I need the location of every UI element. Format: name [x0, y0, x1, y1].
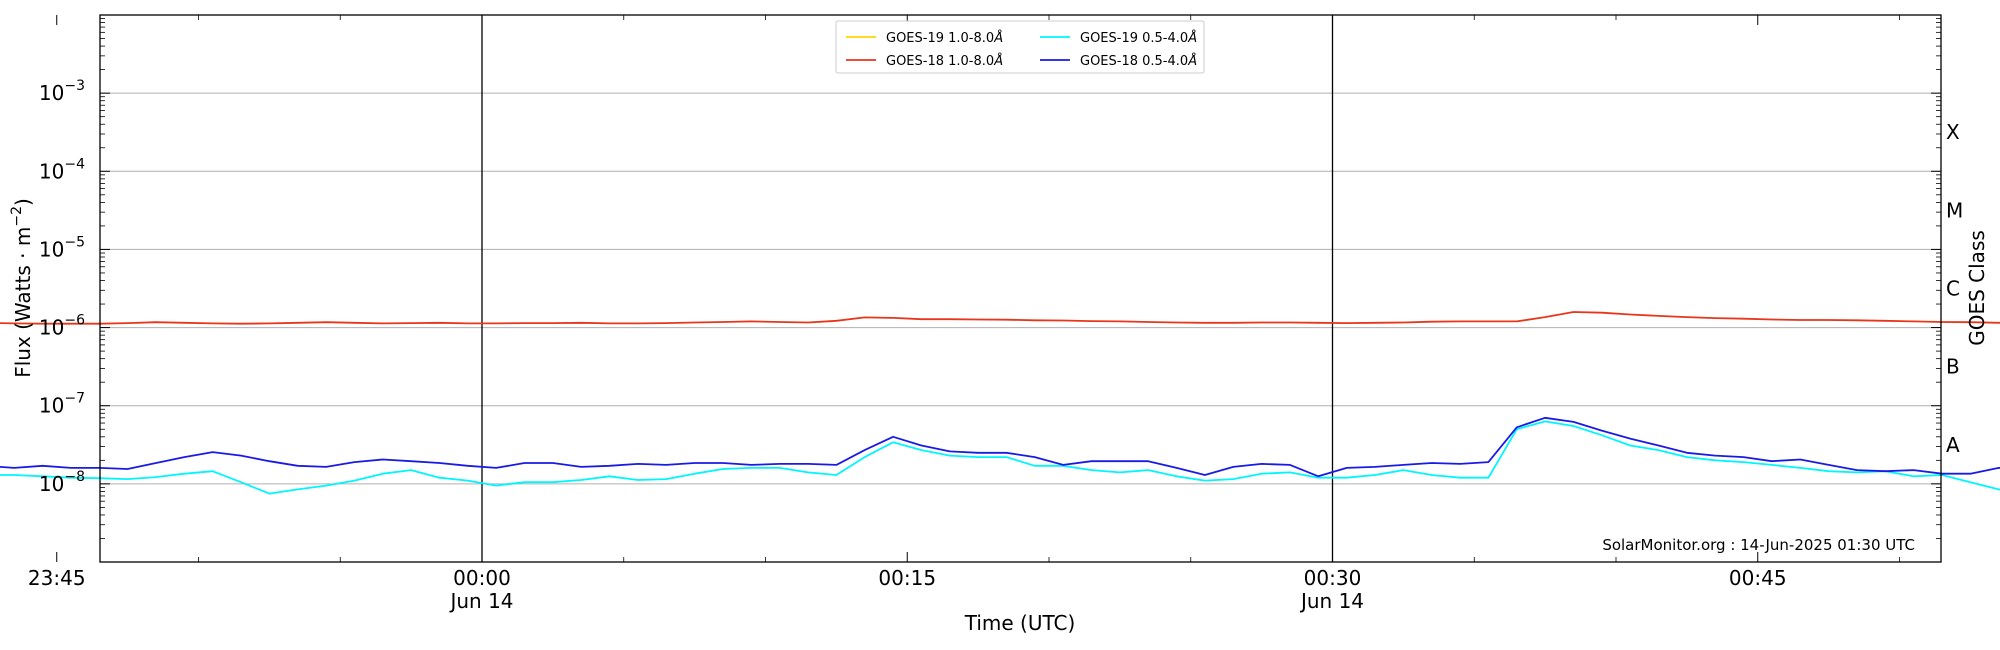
y-tick-exponent: −4: [64, 156, 85, 172]
y-tick-label: 10−4: [39, 156, 85, 183]
y-tick-exponent: −5: [64, 234, 85, 250]
x-tick-label: 23:45: [28, 566, 86, 590]
y-axis-title-main: Flux (Watts · m: [11, 227, 35, 378]
plot-series: [0, 311, 2000, 495]
legend-label: GOES-18 0.5-4.0Å: [1080, 53, 1197, 69]
legend-label-name: GOES-18 1.0-8.0: [886, 54, 994, 69]
y-axis-title: Flux (Watts · m−2): [9, 198, 35, 378]
legend-label: GOES-19 0.5-4.0Å: [1080, 30, 1197, 46]
y-tick-base: 10: [39, 81, 64, 105]
goes-class-label: B: [1946, 355, 1960, 379]
y-tick-exponent: −8: [64, 469, 85, 485]
y-tick-exponent: −6: [64, 313, 85, 329]
y-tick-label: 10−3: [39, 78, 85, 105]
credit-text: SolarMonitor.org : 14-Jun-2025 01:30 UTC: [1602, 536, 1915, 554]
legend-label-unit: Å: [993, 53, 1003, 69]
legend-label-name: GOES-18 0.5-4.0: [1080, 54, 1188, 69]
grid: [100, 15, 1941, 562]
y-tick-label: 10−7: [39, 391, 85, 418]
legend-label: GOES-18 1.0-8.0Å: [886, 53, 1003, 69]
x-tick-date-label: Jun 14: [1299, 589, 1364, 613]
x-axis-title: Time (UTC): [964, 611, 1076, 635]
right-axis-title: GOES Class: [1965, 230, 1989, 346]
legend-box: [835, 20, 1205, 74]
y-axis-title-end: ): [11, 198, 35, 206]
x-tick-label: 00:45: [1729, 566, 1787, 590]
y-tick-label: 10−5: [39, 234, 85, 261]
y-tick-exponent: −3: [64, 78, 85, 94]
legend-label: GOES-19 1.0-8.0Å: [886, 30, 1003, 46]
legend-label-name: GOES-19 1.0-8.0: [886, 31, 994, 46]
y-axis-title-exponent: −2: [9, 206, 25, 227]
y-tick-base: 10: [39, 237, 64, 261]
y-tick-base: 10: [39, 159, 64, 183]
series-line: [0, 416, 2000, 478]
goes-class-ticks: X M C B A: [1946, 120, 1963, 457]
series-line: [0, 420, 2000, 495]
y-axis-ticks: 10−810−710−610−510−410−3: [39, 18, 1941, 539]
goes-class-label: M: [1946, 198, 1963, 222]
x-tick-label: 00:15: [878, 566, 936, 590]
goes-class-label: C: [1946, 277, 1960, 301]
y-tick-base: 10: [39, 316, 64, 340]
x-tick-label: 00:00: [453, 566, 511, 590]
plot-frame: [99, 14, 1942, 563]
x-tick-label: 00:30: [1304, 566, 1362, 590]
y-tick-exponent: −7: [64, 391, 85, 407]
goes-class-label: X: [1946, 120, 1960, 144]
y-tick-label: 10−6: [39, 313, 85, 340]
legend-label-unit: Å: [993, 30, 1003, 46]
y-tick-base: 10: [39, 394, 64, 418]
x-tick-date-label: Jun 14: [448, 589, 513, 613]
legend-label-unit: Å: [1187, 30, 1197, 46]
legend-label-name: GOES-19 0.5-4.0: [1080, 31, 1188, 46]
y-tick-base: 10: [39, 472, 64, 496]
goes-class-label: A: [1946, 433, 1960, 457]
y-tick-label: 10−8: [39, 469, 85, 496]
series-line: [0, 311, 2000, 325]
legend-label-unit: Å: [1187, 53, 1197, 69]
